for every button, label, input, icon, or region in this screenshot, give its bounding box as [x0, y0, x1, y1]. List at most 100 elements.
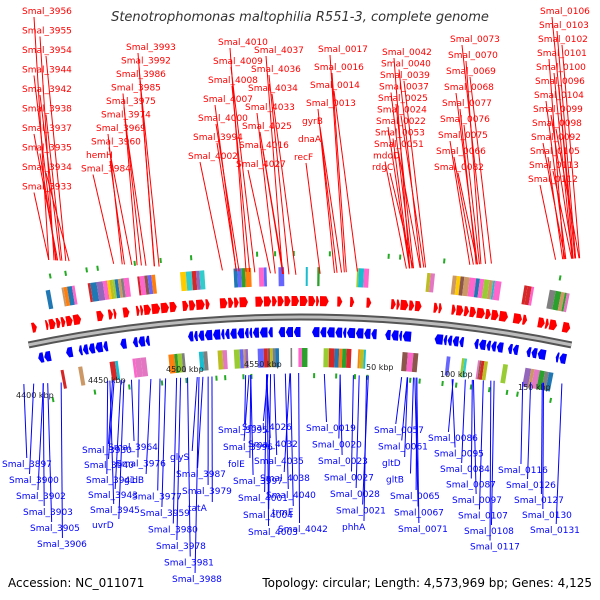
cog-block: [243, 349, 246, 369]
cog-block: [132, 358, 138, 378]
gene-label-bottom: Smal_0131: [530, 526, 580, 536]
leader-line: [118, 380, 125, 520]
gene-label-bottom: Smal_0061: [378, 443, 428, 453]
leader-line: [230, 66, 256, 273]
cog-block: [60, 369, 67, 389]
cog-block: [298, 348, 302, 367]
gene-label-bottom: Smal_0065: [390, 492, 440, 502]
reverse-gene-arrow: [95, 341, 104, 353]
forward-gene-arrow: [44, 320, 49, 331]
cog-block: [401, 352, 408, 372]
leader-line: [114, 380, 122, 490]
leader-line: [271, 93, 297, 275]
cog-block: [528, 286, 535, 306]
cog-block: [492, 280, 502, 301]
gene-label-bottom: Smal_3978: [156, 542, 206, 552]
gene-label-bottom: Smal_3902: [16, 492, 66, 502]
cog-block: [454, 275, 461, 296]
leader-line: [539, 184, 557, 260]
gene-label-top: Smal_0042: [382, 48, 432, 58]
gene-label-bottom: Smal_3945: [90, 506, 140, 516]
cog-block: [233, 349, 241, 369]
leader-line: [161, 378, 167, 508]
cog-block: [317, 267, 320, 287]
leader-line: [395, 377, 403, 425]
leader-line: [45, 172, 70, 262]
reverse-gene-arrow: [508, 343, 513, 355]
forward-gene-arrow: [408, 300, 415, 311]
leader-line: [265, 374, 271, 439]
gene-label-bottom: Smal_3987: [176, 470, 226, 480]
gene-label-bottom: Smal_4026: [242, 423, 292, 433]
leader-line: [550, 114, 574, 259]
gene-label-bottom: Smal_4042: [278, 525, 328, 535]
cog-block: [174, 353, 179, 373]
leader-line: [400, 115, 425, 268]
gene-label-top: recF: [294, 153, 313, 163]
forward-gene-arrow: [239, 297, 248, 308]
reverse-gene-arrow: [347, 327, 356, 339]
gene-label-top: Smal_0096: [535, 77, 585, 87]
forward-gene-arrow: [433, 302, 438, 313]
reverse-gene-arrow: [452, 336, 460, 347]
marker-tick: [487, 387, 491, 393]
gene-label-top: gyrB: [302, 117, 323, 127]
leader-line: [461, 44, 487, 264]
scale-label: 4550 kbp: [244, 360, 282, 369]
leader-line: [540, 382, 543, 495]
leader-line: [243, 375, 250, 442]
cog-block: [181, 353, 187, 373]
gene-label-bottom: Smal_0117: [470, 543, 520, 553]
reverse-gene-arrow: [537, 349, 547, 360]
marker-tick: [128, 384, 131, 390]
forward-gene-arrow: [263, 296, 272, 307]
leader-line: [317, 108, 335, 273]
gene-label-bottom: Smal_3905: [30, 524, 80, 534]
leader-line: [92, 174, 115, 264]
gene-label-bottom: Smal_4032: [248, 440, 298, 450]
leader-line: [215, 123, 240, 272]
genome-backbone-highlight: [28, 315, 572, 347]
reverse-gene-arrow: [78, 345, 83, 356]
gene-label-top: Smal_0104: [534, 91, 584, 101]
reverse-gene-arrow: [44, 350, 52, 362]
gene-label-top: Smal_4009: [213, 57, 263, 67]
forward-gene-arrow: [544, 318, 549, 329]
leader-line: [449, 140, 471, 265]
leader-line: [262, 150, 284, 275]
leader-line: [339, 374, 343, 456]
forward-gene-arrow: [113, 308, 117, 319]
cog-block: [177, 353, 184, 373]
gene-label-bottom: Smal_3997: [233, 477, 283, 487]
leader-line: [197, 376, 204, 469]
forward-gene-arrow: [122, 307, 130, 318]
leader-line: [398, 69, 422, 268]
leader-line: [39, 94, 61, 261]
cog-block: [358, 268, 365, 288]
reverse-gene-arrow: [138, 336, 146, 347]
leader-line: [268, 374, 272, 510]
reverse-gene-arrow: [486, 340, 492, 351]
gene-label-top: Smal_3985: [111, 84, 161, 94]
cog-block: [545, 372, 554, 392]
forward-gene-arrow: [308, 296, 316, 307]
gene-label-top: dnaA: [298, 135, 322, 145]
leader-line: [403, 80, 427, 268]
cog-block: [109, 361, 118, 381]
reverse-gene-arrow: [447, 335, 453, 346]
gene-label-top: Smal_3933: [22, 183, 72, 193]
forward-gene-arrow: [512, 313, 522, 324]
reverse-gene-arrow: [526, 347, 532, 358]
marker-tick: [51, 397, 55, 403]
gene-label-bottom: Smal_0086: [428, 434, 478, 444]
gene-label-bottom: Smal_3979: [182, 487, 232, 497]
leader-line: [545, 100, 567, 260]
leader-line: [298, 373, 301, 524]
gene-label-top: Smal_3974: [101, 111, 151, 121]
gene-label-bottom: Smal_3964: [108, 443, 158, 453]
leader-line: [389, 172, 414, 269]
leader-line: [331, 72, 347, 273]
forward-gene-arrow: [319, 296, 329, 307]
scale-label: 4500 kbp: [166, 365, 204, 374]
gene-label-top: Smal_0040: [381, 60, 431, 70]
